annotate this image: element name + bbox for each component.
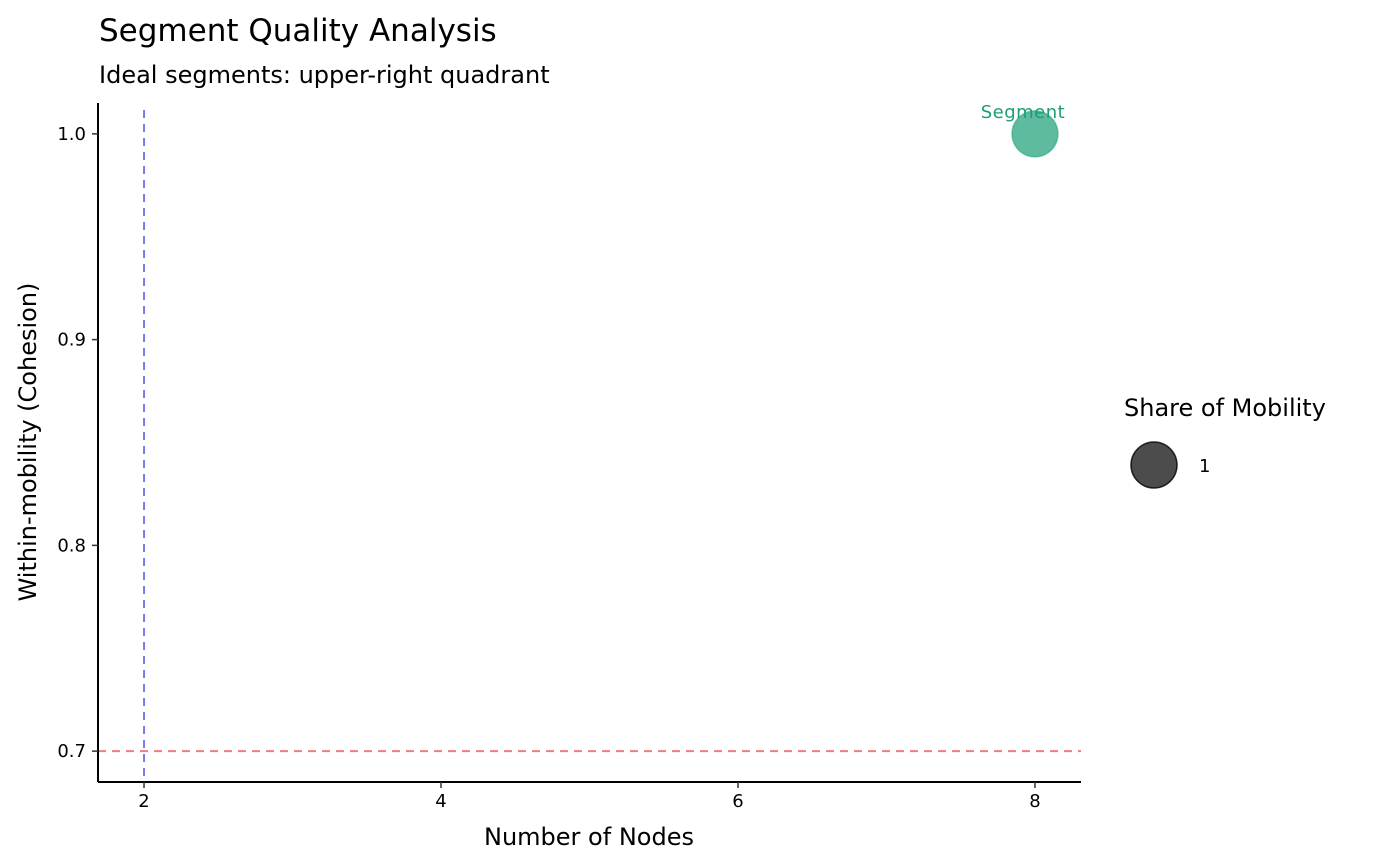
- y-axis-ticks: 0.7 0.8 0.9 1.0: [57, 124, 98, 762]
- x-axis-title: Number of Nodes: [484, 823, 694, 851]
- data-point: [1011, 110, 1059, 158]
- legend-size-key: [1130, 441, 1178, 489]
- x-tick-label: 8: [1029, 791, 1040, 812]
- chart-title: Segment Quality Analysis: [99, 13, 497, 49]
- chart-subtitle: Ideal segments: upper-right quadrant: [99, 61, 550, 89]
- data-point-labels: Segment: [981, 102, 1066, 123]
- x-tick-label: 4: [435, 791, 446, 812]
- x-tick-label: 6: [732, 791, 743, 812]
- x-tick-label: 2: [138, 791, 149, 812]
- legend-label: 1: [1199, 456, 1210, 477]
- y-tick-label: 0.8: [57, 535, 86, 556]
- data-points: [1011, 110, 1059, 158]
- legend-title: Share of Mobility: [1124, 394, 1326, 422]
- y-axis-title: Within-mobility (Cohesion): [14, 283, 42, 602]
- legend: Share of Mobility 1: [1124, 394, 1326, 489]
- data-point-label: Segment: [981, 102, 1066, 123]
- y-tick-label: 1.0: [57, 124, 86, 145]
- y-tick-label: 0.7: [57, 741, 86, 762]
- y-tick-label: 0.9: [57, 330, 86, 351]
- x-axis-ticks: 2 4 6 8: [138, 782, 1041, 812]
- reference-lines: [98, 110, 1081, 782]
